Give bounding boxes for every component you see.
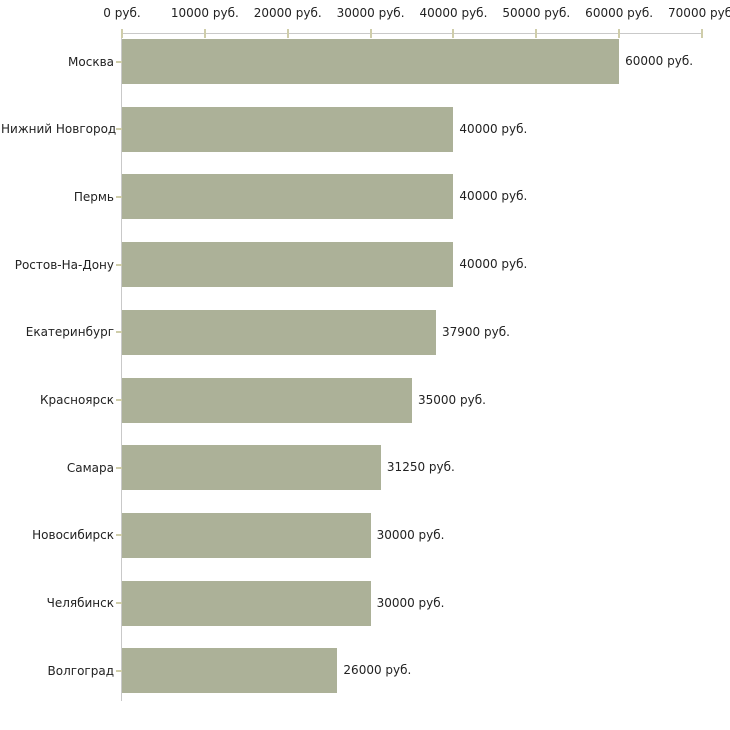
x-axis-tick	[121, 29, 123, 38]
category-tick	[116, 602, 122, 605]
bar	[122, 580, 371, 626]
x-axis-tick-label: 50000 руб.	[502, 6, 571, 20]
x-axis-tick-label: 30000 руб.	[336, 6, 405, 20]
category-tick	[116, 669, 122, 672]
x-axis-tick	[369, 29, 372, 38]
category-label: Волгоград	[47, 663, 114, 678]
category-label: Ростов-На-Дону	[14, 257, 114, 272]
bar-value-label: 40000 руб.	[459, 189, 528, 204]
category-tick	[116, 195, 122, 198]
x-axis-tick-label: 70000 руб.	[668, 6, 730, 20]
bar-value-label: 37900 руб.	[442, 324, 510, 339]
category-label: Екатеринбург	[25, 325, 114, 340]
category-tick	[116, 60, 122, 63]
bar-value-label: 40000 руб.	[459, 257, 528, 272]
category-label: Самара	[66, 460, 114, 475]
category-tick	[116, 534, 122, 537]
x-axis-tick-label: 0 руб.	[103, 6, 141, 20]
category-label: Красноярск	[40, 393, 114, 407]
bar-value-label: 26000 руб.	[343, 663, 412, 678]
category-label: Нижний Новгород	[1, 122, 117, 137]
x-axis-tick	[203, 29, 206, 38]
x-axis-tick	[618, 29, 621, 38]
bar	[122, 512, 371, 558]
x-axis-tick	[452, 29, 455, 38]
bar-value-label: 60000 руб.	[625, 54, 694, 68]
bar	[122, 377, 412, 423]
bar	[122, 242, 454, 288]
plot-area: 0 руб. 10000 руб. 20000 руб. 30000 руб. 4000…	[1, 6, 730, 701]
x-axis-tick-label: 10000 руб.	[170, 6, 239, 20]
x-axis-tick-label: 20000 руб.	[253, 6, 322, 20]
category-tick	[116, 466, 122, 469]
bar	[122, 309, 437, 355]
bar	[122, 174, 454, 220]
x-axis-tick-label: 60000 руб.	[585, 6, 654, 20]
bar	[122, 106, 454, 152]
bar-value-label: 35000 руб.	[418, 392, 486, 407]
bar-value-label: 31250 руб.	[386, 460, 455, 475]
category-label: Москва	[68, 54, 114, 69]
bar-value-label: 30000 руб.	[376, 527, 445, 542]
x-axis-tick	[535, 29, 538, 38]
category-label: Пермь	[73, 189, 114, 204]
category-tick	[116, 128, 122, 131]
bar	[122, 445, 381, 491]
category-label: Новосибирск	[32, 528, 114, 543]
category-tick	[116, 399, 122, 401]
x-axis-tick	[286, 29, 289, 38]
x-axis-tick	[701, 29, 703, 38]
bar-value-label: 30000 руб.	[376, 595, 445, 610]
x-axis-tick-label: 40000 руб.	[419, 6, 488, 20]
bar	[122, 39, 620, 84]
bar-value-label: 40000 руб.	[459, 121, 528, 136]
category-label: Челябинск	[46, 596, 114, 611]
category-tick	[116, 263, 122, 266]
bar	[122, 648, 338, 694]
category-tick	[116, 331, 122, 334]
